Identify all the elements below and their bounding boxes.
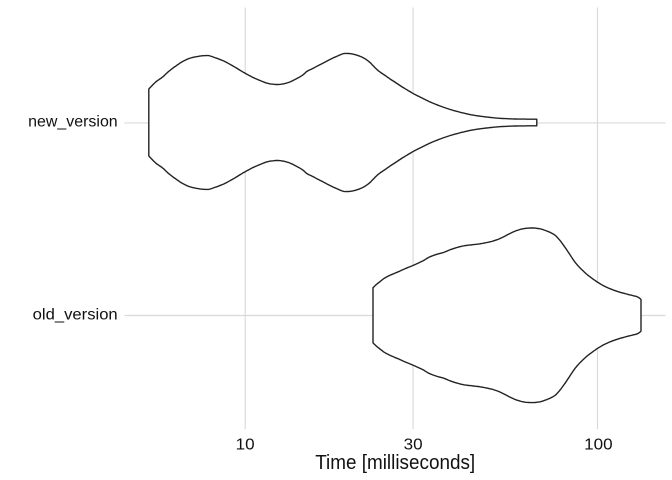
svg-text:100: 100 bbox=[584, 436, 613, 453]
svg-text:new_version: new_version bbox=[28, 113, 118, 130]
svg-text:10: 10 bbox=[236, 436, 255, 453]
svg-text:Time [milliseconds]: Time [milliseconds] bbox=[315, 452, 475, 474]
svg-text:old_version: old_version bbox=[33, 306, 118, 323]
svg-text:30: 30 bbox=[404, 436, 423, 453]
